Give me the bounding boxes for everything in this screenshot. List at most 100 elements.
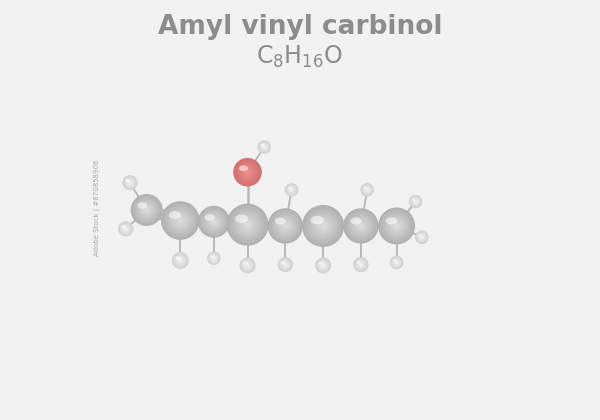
Ellipse shape: [124, 177, 136, 189]
Ellipse shape: [262, 144, 266, 150]
Ellipse shape: [124, 227, 127, 231]
Ellipse shape: [242, 260, 253, 271]
Ellipse shape: [227, 204, 269, 246]
Ellipse shape: [347, 213, 374, 239]
Ellipse shape: [202, 210, 226, 234]
Ellipse shape: [199, 207, 229, 237]
Ellipse shape: [229, 206, 266, 244]
Ellipse shape: [319, 261, 328, 270]
Ellipse shape: [170, 211, 190, 230]
Ellipse shape: [178, 218, 182, 223]
Ellipse shape: [391, 257, 402, 268]
Ellipse shape: [125, 228, 127, 230]
Ellipse shape: [395, 225, 398, 227]
Ellipse shape: [244, 220, 252, 229]
Ellipse shape: [173, 253, 187, 268]
Ellipse shape: [128, 181, 132, 185]
Ellipse shape: [415, 201, 416, 202]
Ellipse shape: [275, 218, 286, 225]
Ellipse shape: [316, 258, 330, 273]
Ellipse shape: [200, 207, 228, 236]
Ellipse shape: [413, 199, 418, 204]
Ellipse shape: [246, 171, 249, 173]
Ellipse shape: [313, 215, 334, 236]
Ellipse shape: [315, 257, 331, 273]
Ellipse shape: [205, 214, 214, 221]
Ellipse shape: [169, 209, 192, 232]
Ellipse shape: [243, 168, 252, 176]
Ellipse shape: [139, 202, 155, 218]
Ellipse shape: [245, 263, 250, 268]
Ellipse shape: [287, 186, 292, 189]
Ellipse shape: [284, 264, 286, 265]
Ellipse shape: [124, 177, 136, 188]
Ellipse shape: [283, 262, 287, 267]
Ellipse shape: [409, 195, 422, 208]
Ellipse shape: [366, 189, 368, 191]
Ellipse shape: [315, 218, 331, 234]
Ellipse shape: [278, 258, 292, 271]
Ellipse shape: [417, 233, 427, 242]
Ellipse shape: [319, 261, 328, 270]
Ellipse shape: [170, 210, 191, 231]
Ellipse shape: [235, 159, 260, 185]
Ellipse shape: [233, 158, 262, 186]
Ellipse shape: [395, 224, 398, 228]
Ellipse shape: [290, 189, 293, 191]
Ellipse shape: [278, 219, 292, 233]
Ellipse shape: [120, 223, 131, 234]
Ellipse shape: [279, 220, 292, 232]
Ellipse shape: [286, 184, 297, 195]
Ellipse shape: [321, 224, 325, 228]
Ellipse shape: [175, 255, 185, 265]
Ellipse shape: [364, 187, 370, 193]
Ellipse shape: [364, 186, 371, 193]
Ellipse shape: [322, 264, 324, 267]
Ellipse shape: [418, 234, 422, 237]
Ellipse shape: [280, 260, 290, 270]
Ellipse shape: [353, 257, 368, 272]
Ellipse shape: [411, 197, 420, 206]
Ellipse shape: [283, 223, 288, 228]
Ellipse shape: [352, 217, 370, 235]
Ellipse shape: [418, 234, 425, 241]
Ellipse shape: [124, 227, 128, 231]
Ellipse shape: [128, 181, 131, 184]
Ellipse shape: [176, 217, 184, 224]
Ellipse shape: [262, 144, 267, 150]
Ellipse shape: [358, 262, 364, 268]
Ellipse shape: [200, 208, 227, 235]
Ellipse shape: [239, 164, 256, 181]
Ellipse shape: [245, 170, 250, 174]
Ellipse shape: [286, 184, 298, 196]
Ellipse shape: [321, 263, 325, 268]
Ellipse shape: [236, 213, 259, 236]
Ellipse shape: [175, 255, 186, 266]
Ellipse shape: [210, 255, 214, 258]
Ellipse shape: [263, 146, 266, 148]
Ellipse shape: [316, 218, 331, 233]
Ellipse shape: [243, 261, 252, 270]
Ellipse shape: [415, 201, 416, 202]
Ellipse shape: [289, 187, 294, 192]
Ellipse shape: [287, 185, 296, 195]
Ellipse shape: [356, 220, 366, 231]
Ellipse shape: [279, 258, 292, 271]
Ellipse shape: [415, 231, 428, 244]
Ellipse shape: [391, 257, 403, 268]
Ellipse shape: [172, 212, 189, 229]
Ellipse shape: [395, 261, 398, 264]
Ellipse shape: [247, 171, 248, 173]
Ellipse shape: [133, 196, 161, 224]
Ellipse shape: [137, 200, 156, 220]
Ellipse shape: [145, 208, 148, 212]
Ellipse shape: [421, 236, 422, 238]
Ellipse shape: [212, 256, 216, 260]
Ellipse shape: [282, 261, 289, 268]
Ellipse shape: [420, 236, 424, 239]
Ellipse shape: [260, 143, 268, 151]
Ellipse shape: [418, 233, 426, 241]
Ellipse shape: [310, 212, 337, 239]
Ellipse shape: [168, 208, 193, 233]
Ellipse shape: [135, 198, 158, 222]
